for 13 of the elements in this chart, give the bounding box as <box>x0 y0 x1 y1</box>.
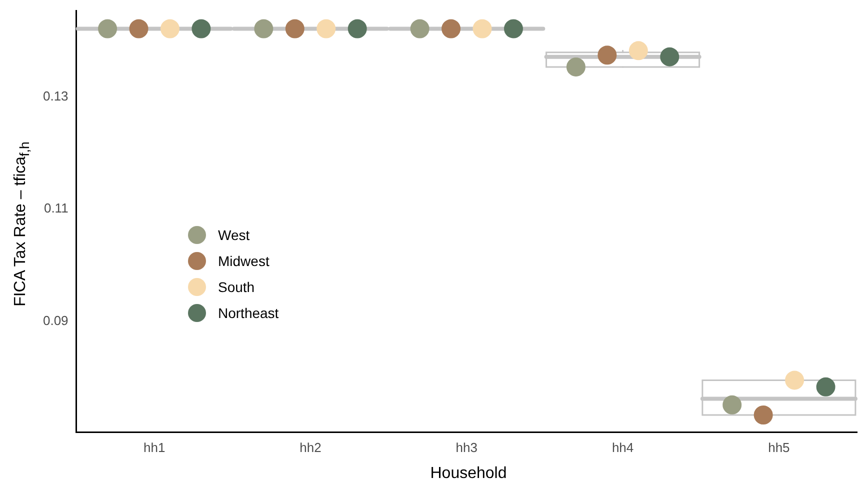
x-tick-label: hh4 <box>612 440 634 455</box>
x-tick-label: hh5 <box>768 440 790 455</box>
y-tick-label: 0.09 <box>42 312 68 328</box>
x-tick-label: hh2 <box>300 440 322 455</box>
legend-label: West <box>218 227 250 243</box>
y-tick-label: 0.11 <box>44 200 68 216</box>
legend-label: Midwest <box>218 253 270 269</box>
x-tick-label: hh3 <box>456 440 478 455</box>
legend-label: South <box>218 279 255 295</box>
x-tick-label: hh1 <box>144 440 166 455</box>
legend-label: Northeast <box>218 305 279 321</box>
x-axis-title: Household <box>429 465 508 483</box>
y-tick-label: 0.13 <box>42 88 68 104</box>
